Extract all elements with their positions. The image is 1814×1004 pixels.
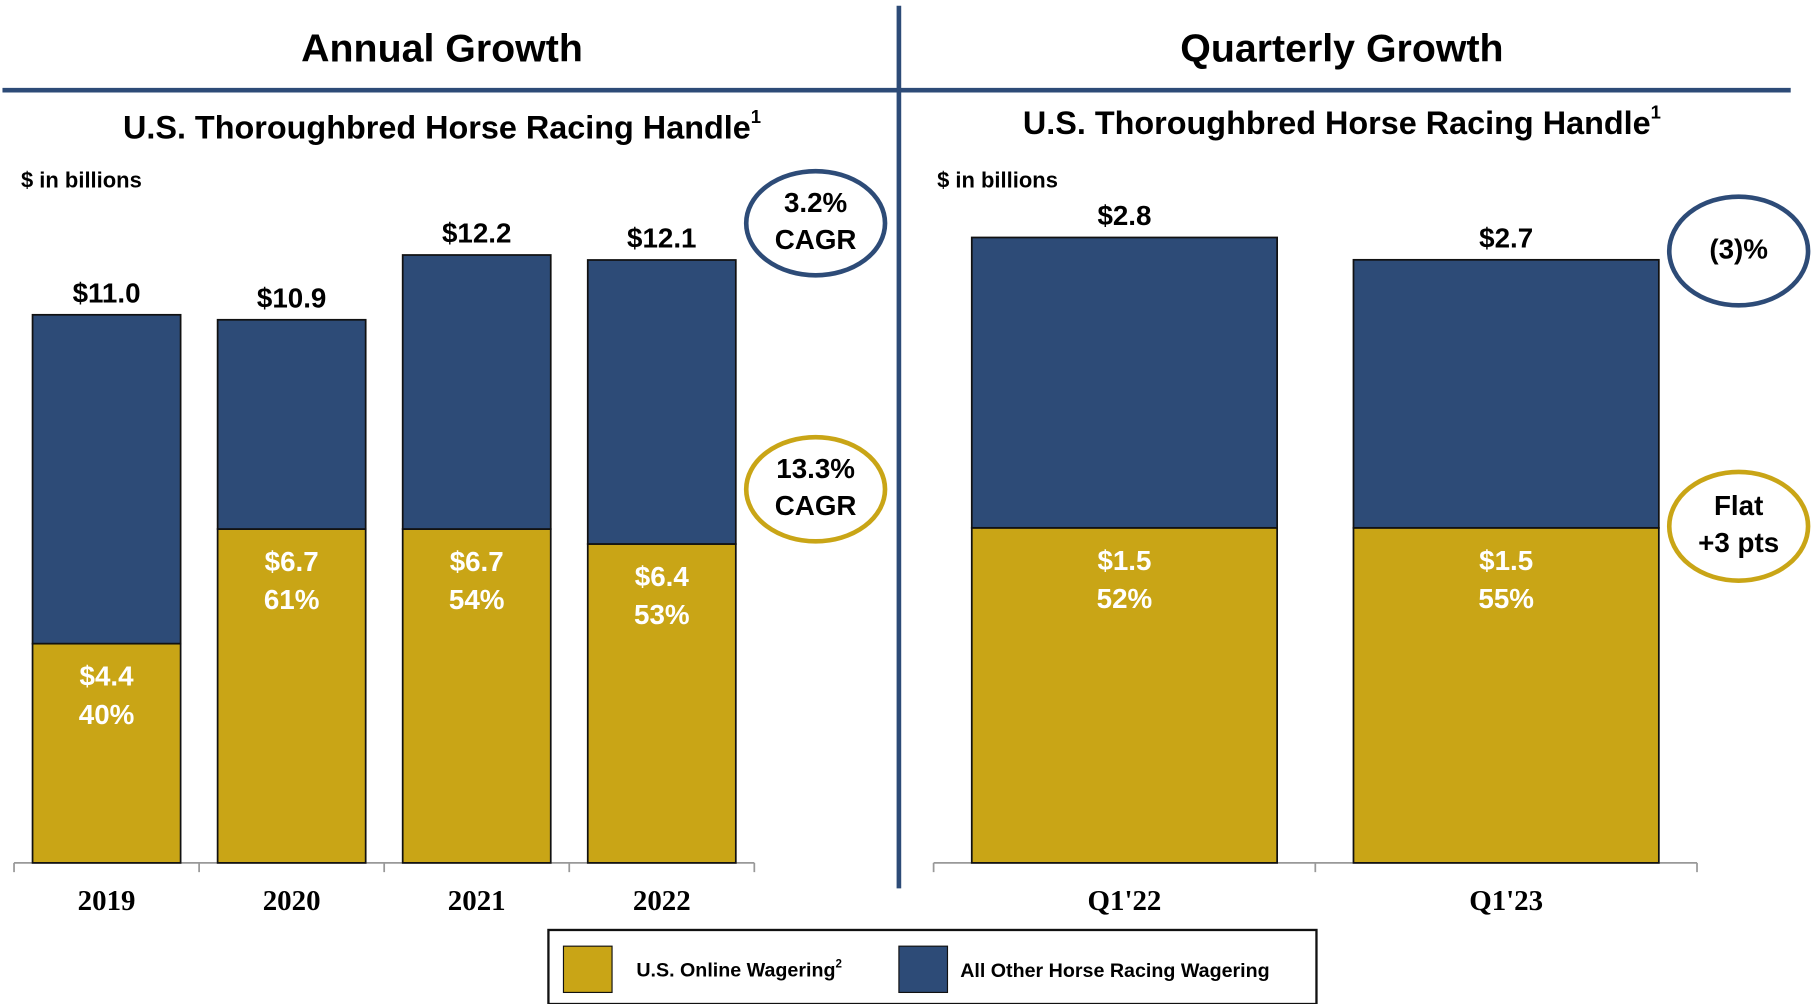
annotation-circle (1666, 194, 1811, 308)
legend-note: 2 (835, 959, 841, 971)
legend-label: All Other Horse Racing Wagering (960, 960, 1269, 982)
total-label: $12.2 (442, 218, 511, 249)
annotation-text: (3)% (1709, 233, 1768, 264)
total-label: $12.1 (627, 223, 696, 254)
annotation-circle (743, 168, 888, 278)
annotation-text: 13.3% (776, 453, 855, 484)
bar-segment (216, 528, 367, 864)
bar-segment (586, 259, 737, 545)
value-label: $6.7 (265, 546, 319, 577)
legend-label-text: U.S. Online Wagering (636, 960, 835, 982)
bar-segment (31, 642, 182, 864)
chart-title: U.S. Thoroughbred Horse Racing Handle1 (123, 106, 761, 145)
x-tick-label: Q1'23 (1469, 885, 1543, 917)
total-label: $11.0 (73, 277, 141, 308)
x-tick-label: 2020 (263, 885, 321, 917)
chart-title-text: U.S. Thoroughbred Horse Racing Handle (1023, 104, 1651, 140)
value-label: $6.7 (450, 546, 504, 577)
total-label: $2.7 (1479, 222, 1533, 253)
chart-title: U.S. Thoroughbred Horse Racing Handle1 (1023, 101, 1661, 140)
share-label: 40% (79, 699, 135, 730)
unit-label: $ in billions (21, 167, 142, 192)
bar-segment (1352, 258, 1660, 529)
bar-segment (401, 528, 552, 864)
x-tick-label: 2021 (448, 885, 506, 917)
bar-segment (970, 526, 1279, 864)
bar-segment (586, 543, 737, 864)
legend-swatch (898, 945, 949, 994)
unit-label: $ in billions (937, 167, 1058, 192)
value-label: $4.4 (80, 661, 135, 692)
bar-segment (970, 236, 1279, 529)
section-header: Quarterly Growth (1180, 26, 1503, 70)
annotation-text: CAGR (775, 490, 857, 521)
legend-label: U.S. Online Wagering2 (636, 959, 842, 982)
bar-segment (401, 254, 552, 530)
value-label: $6.4 (635, 561, 690, 592)
section-header: Annual Growth (301, 26, 583, 70)
annotation-circle (1666, 469, 1811, 583)
x-tick-label: Q1'22 (1088, 885, 1162, 917)
share-label: 55% (1478, 583, 1534, 614)
share-label: 61% (264, 584, 320, 615)
annotation-text: Flat (1714, 490, 1763, 521)
chart-title-note: 1 (751, 106, 761, 127)
total-label: $2.8 (1097, 200, 1151, 231)
bar-segment (31, 313, 182, 645)
chart-title-note: 1 (1651, 101, 1661, 122)
legend-swatch (562, 945, 613, 994)
annotation-text: +3 pts (1698, 527, 1779, 558)
bar-segment (1352, 526, 1660, 864)
chart-title-text: U.S. Thoroughbred Horse Racing Handle (123, 109, 751, 145)
share-label: 52% (1097, 583, 1153, 614)
annotation-circle (743, 434, 888, 544)
bar-segment (216, 318, 367, 530)
share-label: 53% (634, 599, 690, 630)
share-label: 54% (449, 584, 505, 615)
annotation-text: 3.2% (784, 187, 847, 218)
annotation-text: CAGR (775, 224, 857, 255)
x-tick-label: 2022 (633, 885, 691, 917)
value-label: $1.5 (1479, 545, 1533, 576)
value-label: $1.5 (1097, 545, 1151, 576)
total-label: $10.9 (257, 282, 326, 313)
x-tick-label: 2019 (78, 885, 136, 917)
